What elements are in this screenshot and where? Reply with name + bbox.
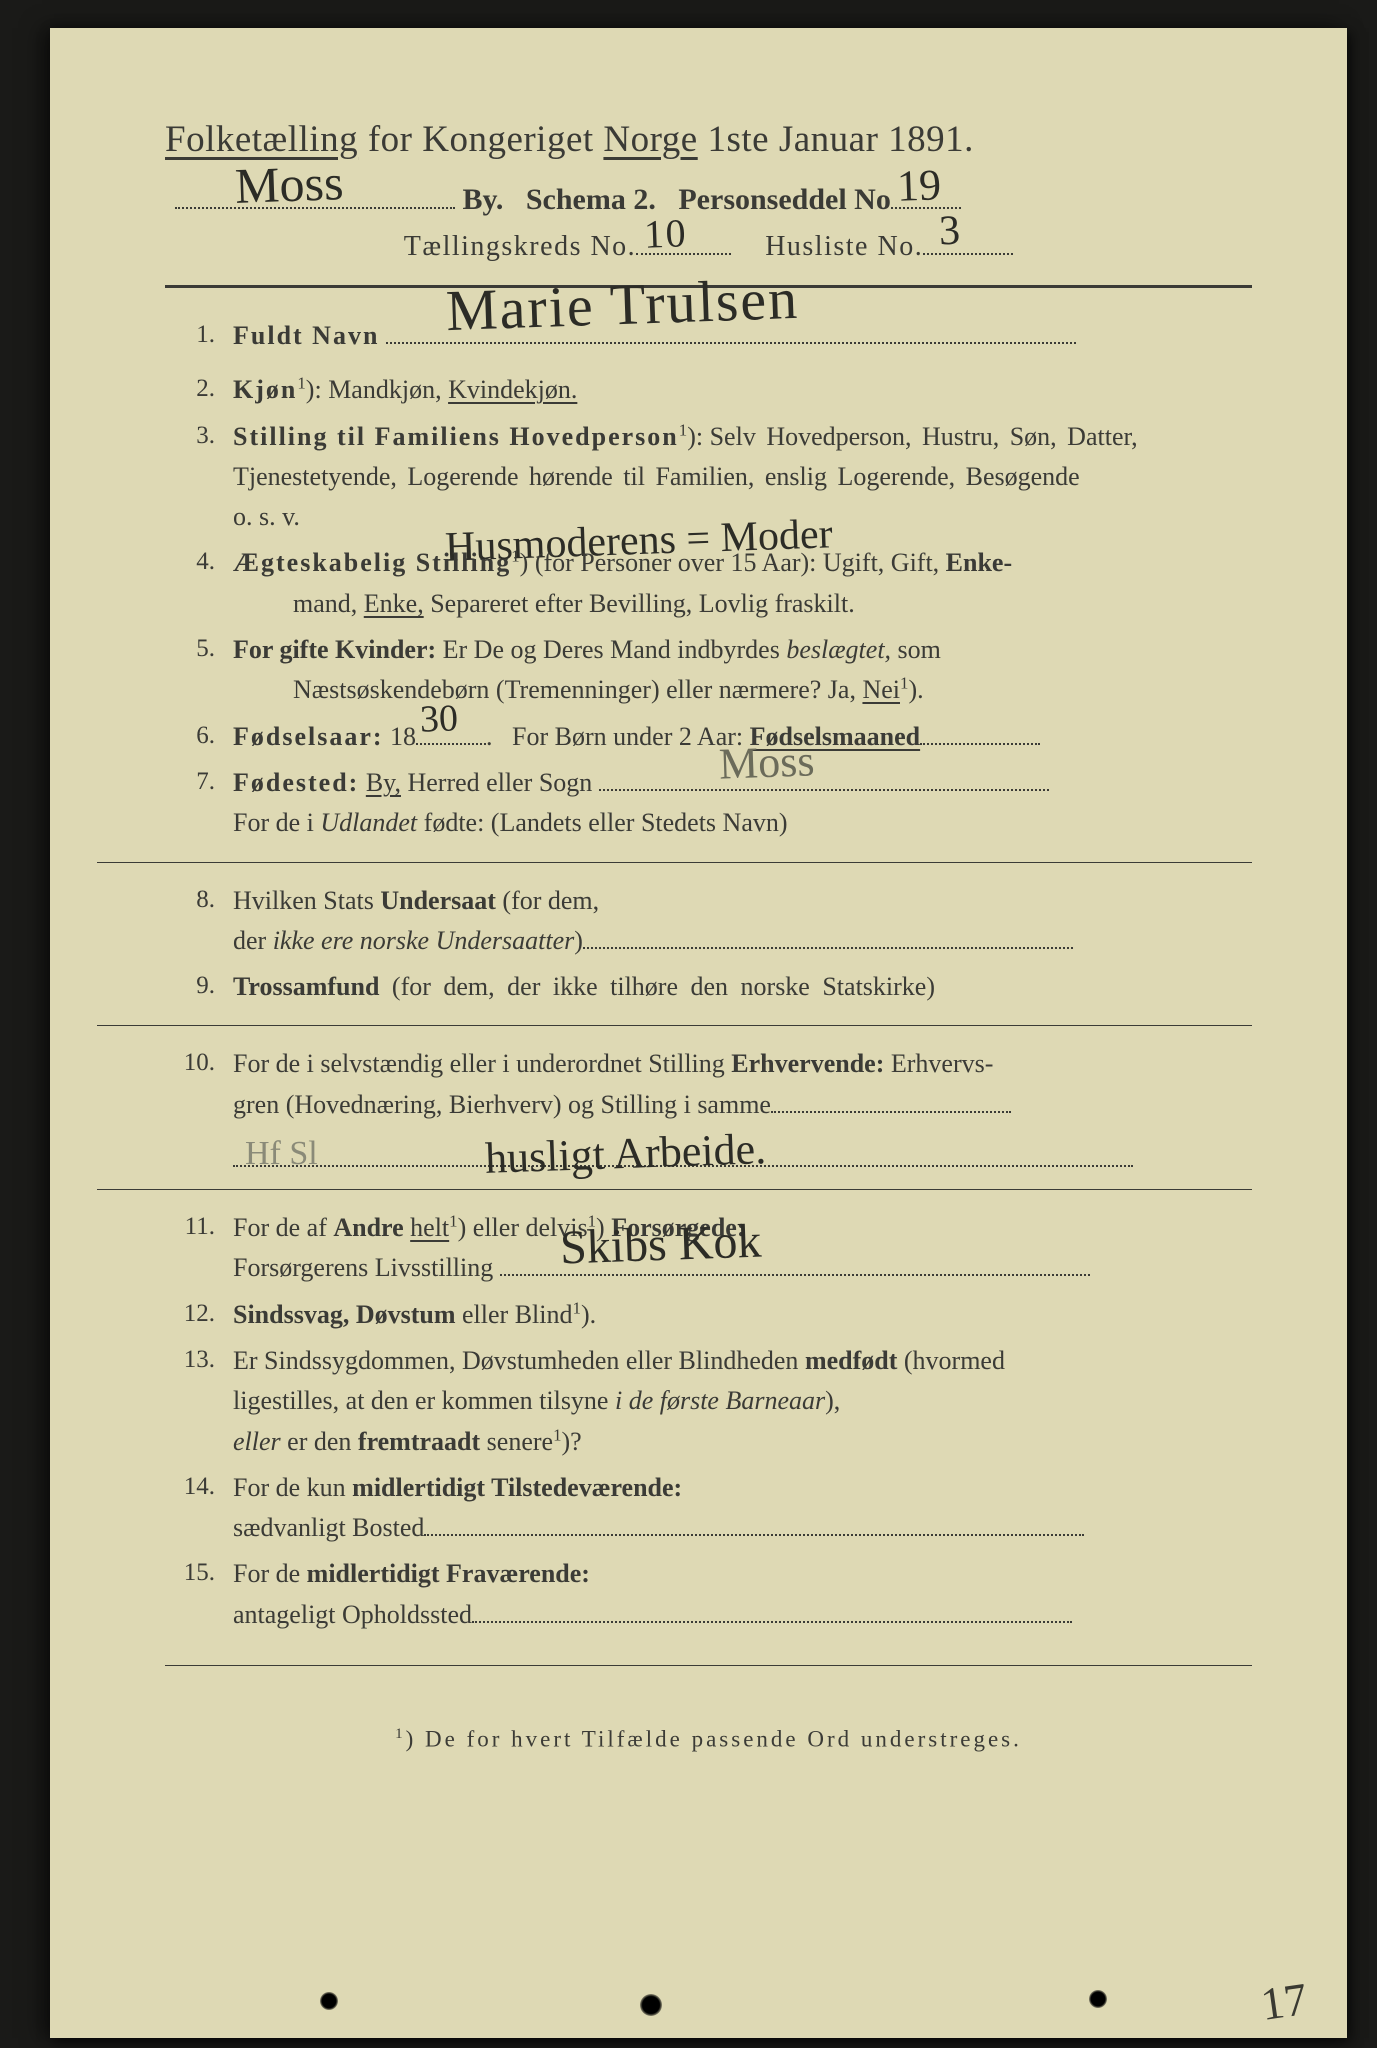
field-6-birthyear: Fødselsaar: 18 30 . For Børn under 2 Aar… [165,717,1252,757]
birthyear-hw: 30 [419,689,459,749]
field-4-marital: Ægteskabelig Stilling1) (for Personer ov… [165,543,1252,624]
field-1-name: Fuldt Navn Marie Trulsen [165,316,1252,356]
field-3-relation: Stilling til Familiens Hovedperson1): Se… [165,417,1252,538]
field-11-provider: For de af Andre helt1) eller delvis1) Fo… [165,1208,1252,1289]
by-handwritten: Moss [234,153,344,215]
personseddel-no-hw: 19 [896,159,942,212]
census-form-page: Folketælling for Kongeriget Norge 1ste J… [50,28,1347,2038]
kreds-no-hw: 10 [643,209,688,257]
binding-hole-icon [640,1994,662,2016]
field-5-kinship: For gifte Kvinder: Er De og Deres Mand i… [165,630,1252,711]
divider-1 [97,862,1252,863]
field-12-disability: Sindssvag, Døvstum eller Blind1). [165,1295,1252,1335]
provider-hw: Skibs Kok [559,1204,763,1285]
occupation-pencil: Hf Sl [245,1128,318,1181]
fields-list: Fuldt Navn Marie Trulsen Kjøn1): Mandkjø… [165,316,1252,1635]
divider-3 [97,1189,1252,1190]
binding-hole-icon [320,1992,338,2010]
name-hw: Marie Trulsen [444,254,800,356]
field-14-temp-present: For de kun midlertidigt Tilstedeværende:… [165,1468,1252,1549]
husliste-no-hw: 3 [938,207,962,256]
divider-2 [97,1025,1252,1026]
binding-hole-icon [1089,1990,1107,2008]
marital-selected: Enke, [364,589,424,618]
page-corner-number: 17 [1258,1972,1311,2031]
kinship-nei: Nei [862,675,900,704]
field-10-occupation: For de i selvstændig eller i underordnet… [165,1044,1252,1171]
field-13-congenital: Er Sindssygdommen, Døvstumheden eller Bl… [165,1341,1252,1462]
sex-selected: Kvindekjøn. [448,375,577,404]
field-2-sex: Kjøn1): Mandkjøn, Kvindekjøn. [165,370,1252,410]
field-9-religion: Trossamfund (for dem, der ikke tilhøre d… [165,967,1252,1007]
birthplace-hw: Moss [718,727,816,798]
divider-bottom [165,1665,1252,1666]
occupation-hw: husligt Arbeide. [484,1116,767,1194]
by-schema-line: Moss By. Schema 2. Personseddel No 19 [165,179,1252,217]
title-word-norge: Norge [603,119,697,160]
field-7-birthplace: Fødested: By, Herred eller Sogn Moss For… [165,763,1252,844]
field-8-citizenship: Hvilken Stats Undersaat (for dem, der ik… [165,881,1252,962]
field-15-temp-absent: For de midlertidigt Fraværende: antageli… [165,1554,1252,1635]
footnote: 1) De for hvert Tilfælde passende Ord un… [165,1726,1252,1753]
